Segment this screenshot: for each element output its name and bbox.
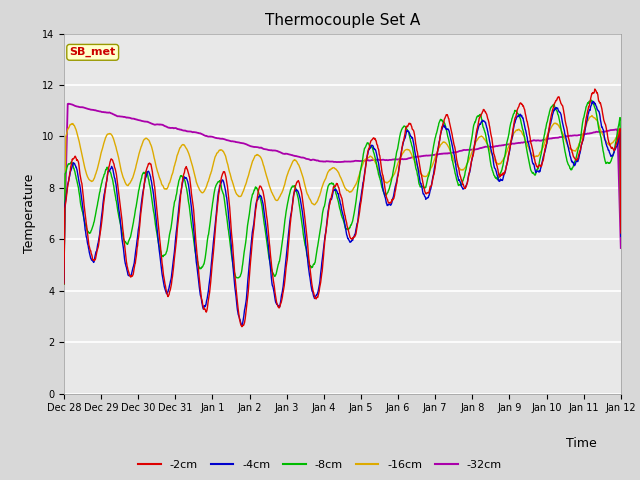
- -4cm: [103, 175, 111, 181]
- -2cm: [238, 324, 246, 330]
- Text: SB_met: SB_met: [70, 47, 116, 58]
- -8cm: [126, 236, 134, 241]
- -8cm: [103, 164, 111, 170]
- Line: -4cm: -4cm: [64, 101, 621, 325]
- -16cm: [318, 185, 326, 191]
- -4cm: [237, 322, 245, 328]
- -16cm: [103, 132, 111, 138]
- -4cm: [297, 198, 305, 204]
- -32cm: [104, 110, 111, 116]
- -4cm: [617, 234, 625, 240]
- -8cm: [308, 264, 316, 270]
- -2cm: [617, 230, 625, 236]
- -16cm: [126, 180, 134, 186]
- -2cm: [591, 86, 598, 92]
- -4cm: [126, 272, 134, 278]
- -2cm: [318, 269, 326, 275]
- Line: -16cm: -16cm: [64, 116, 621, 267]
- -8cm: [377, 180, 385, 185]
- -16cm: [296, 166, 304, 172]
- Title: Thermocouple Set A: Thermocouple Set A: [265, 13, 420, 28]
- -2cm: [308, 283, 316, 288]
- -4cm: [378, 174, 385, 180]
- -4cm: [308, 288, 316, 294]
- -4cm: [589, 98, 596, 104]
- Line: -32cm: -32cm: [64, 104, 621, 249]
- -4cm: [318, 257, 326, 263]
- -2cm: [60, 281, 68, 287]
- -16cm: [588, 113, 596, 119]
- -32cm: [297, 155, 305, 160]
- -32cm: [308, 157, 316, 163]
- -32cm: [126, 115, 134, 121]
- Line: -8cm: -8cm: [64, 100, 621, 284]
- -16cm: [308, 200, 316, 206]
- Line: -2cm: -2cm: [64, 89, 621, 327]
- -16cm: [377, 172, 385, 178]
- -2cm: [378, 164, 385, 169]
- Y-axis label: Temperature: Temperature: [23, 174, 36, 253]
- -16cm: [617, 230, 625, 236]
- -8cm: [617, 205, 625, 211]
- -2cm: [103, 176, 111, 182]
- -32cm: [378, 157, 385, 163]
- -8cm: [60, 281, 68, 287]
- -32cm: [60, 246, 68, 252]
- -32cm: [617, 245, 625, 251]
- -4cm: [60, 280, 68, 286]
- -8cm: [296, 209, 304, 215]
- X-axis label: Time: Time: [566, 437, 597, 450]
- -8cm: [587, 97, 595, 103]
- Legend: -2cm, -4cm, -8cm, -16cm, -32cm: -2cm, -4cm, -8cm, -16cm, -32cm: [134, 456, 506, 474]
- -32cm: [65, 101, 73, 107]
- -2cm: [297, 186, 305, 192]
- -2cm: [126, 272, 134, 278]
- -8cm: [318, 216, 326, 222]
- -16cm: [60, 264, 68, 270]
- -32cm: [318, 158, 326, 164]
